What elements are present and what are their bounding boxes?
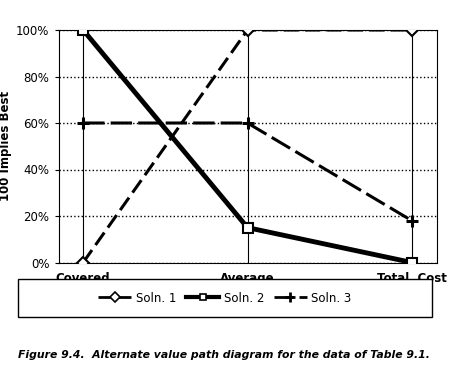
Legend: Soln. 1, Soln. 2, Soln. 3: Soln. 1, Soln. 2, Soln. 3	[95, 288, 355, 308]
FancyBboxPatch shape	[18, 279, 432, 317]
Text: Figure 9.4.  Alternate value path diagram for the data of Table 9.1.: Figure 9.4. Alternate value path diagram…	[18, 350, 430, 360]
Y-axis label: 100 Implies Best: 100 Implies Best	[0, 91, 12, 201]
